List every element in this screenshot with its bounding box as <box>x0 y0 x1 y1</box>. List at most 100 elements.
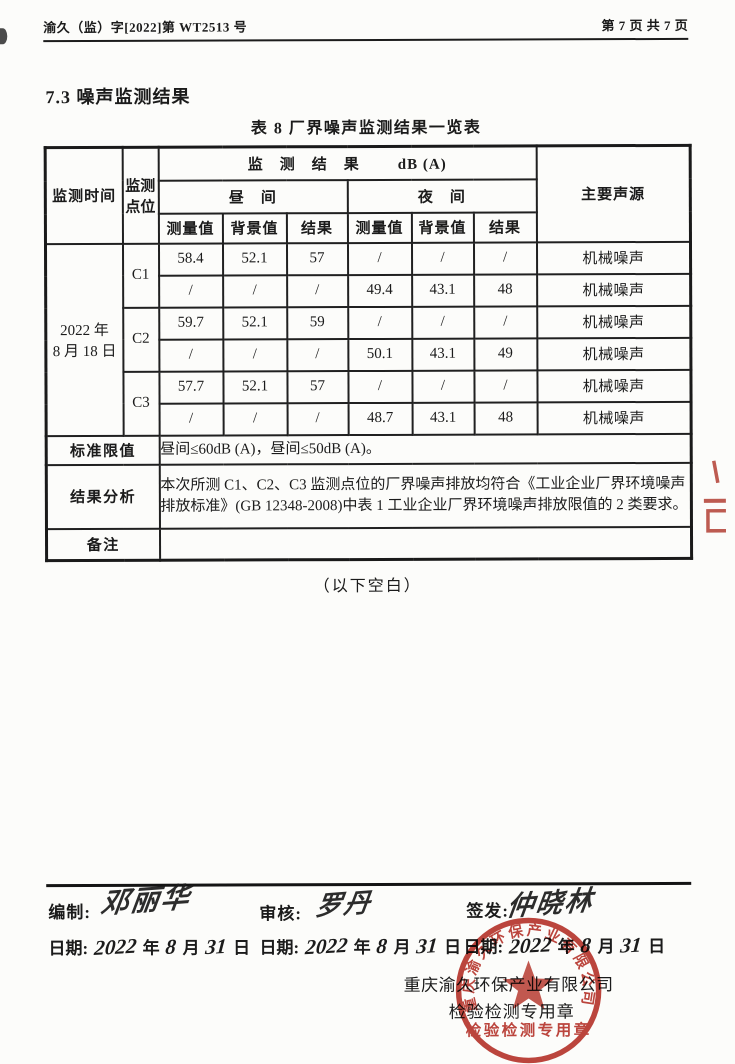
prepared-signature: 邓丽华 <box>98 882 193 921</box>
month-char: 月 <box>393 937 411 957</box>
below-blank-note: （以下空白） <box>313 577 422 596</box>
value-cell: / <box>347 242 412 275</box>
date-day: 31 <box>619 932 643 958</box>
col-header-source: 主要声源 <box>536 145 691 242</box>
limit-text: 昼间≤60dB (A)，昼间≤50dB (A)。 <box>159 433 692 465</box>
page-header: 渝久（监）字[2022]第 WT2513 号 第 7 页 共 7 页 <box>43 14 689 43</box>
col-header-day-result: 结果 <box>286 212 348 243</box>
table-row: C3 57.7 52.1 57 / / / 机械噪声 <box>46 369 692 436</box>
col-header-point-line1: 监测 <box>125 178 156 195</box>
value-cell: 59 <box>286 306 348 339</box>
table-row: 2022 年 8 月 18 日 C1 58.4 52.1 57 / / / 机械… <box>45 241 691 436</box>
value-cell: 48.7 <box>348 402 413 435</box>
value-cell: 57 <box>286 370 349 403</box>
value-cell: / <box>473 369 538 403</box>
noise-results-table: 监测时间 监测 点位 监 测 结 果 dB (A) 主要声源 昼 间 夜 间 测量… <box>43 143 694 563</box>
month-char: 月 <box>182 938 200 958</box>
date-label: 日期: <box>259 938 300 958</box>
value-cell: / <box>347 306 412 339</box>
value-cell: 52.1 <box>222 306 287 340</box>
table-row: C2 59.7 52.1 59 / / / 机械噪声 <box>46 305 691 372</box>
day-char: 日 <box>233 938 251 958</box>
value-cell: / <box>158 275 223 308</box>
reviewed-label: 审核: <box>259 904 303 924</box>
value-cell: 50.1 <box>347 338 412 371</box>
date-month: 8 <box>164 934 178 959</box>
section-title: 7.3 噪声监测结果 <box>45 86 191 108</box>
year-char: 年 <box>142 938 160 958</box>
seal-bottom-text: 检验检测专用章 <box>466 1020 592 1039</box>
limit-label: 标准限值 <box>46 435 160 465</box>
col-header-point: 监测 点位 <box>122 147 159 244</box>
reviewed-signature: 罗丹 <box>314 887 374 922</box>
doc-number: 渝久（监）字[2022]第 WT2513 号 <box>43 19 248 36</box>
date-day: 31 <box>204 933 228 960</box>
col-header-time: 监测时间 <box>45 147 123 244</box>
value-cell: 48 <box>474 401 538 435</box>
result-group-label: 监 测 结 果 <box>247 156 360 174</box>
col-header-night: 夜 间 <box>347 178 537 213</box>
scan-smudge <box>0 28 8 45</box>
value-cell: 48 <box>473 273 537 307</box>
noise-source-cell: 机械噪声 <box>536 273 691 306</box>
date-year: 2022 <box>93 933 138 961</box>
value-cell: 43.1 <box>411 338 474 371</box>
remark-text <box>159 526 692 561</box>
point-c2: C2 <box>122 307 159 372</box>
day-char: 日 <box>648 936 666 957</box>
value-cell: / <box>158 339 223 372</box>
value-cell: 52.1 <box>222 242 287 276</box>
result-unit: dB (A) <box>397 156 447 173</box>
remark-row: 备注 <box>46 526 692 561</box>
monitor-date-line2: 8 月 18 日 <box>52 343 117 360</box>
date-month: 8 <box>375 933 389 959</box>
value-cell: / <box>411 306 474 339</box>
value-cell: / <box>473 241 537 275</box>
value-cell: / <box>222 338 287 372</box>
analysis-text: 本次所测 C1、C2、C3 监测点位的厂界噪声排放均符合《工业企业厂界环境噪声排… <box>159 462 692 529</box>
limit-row: 标准限值 昼间≤60dB (A)，昼间≤50dB (A)。 <box>46 433 692 465</box>
col-header-day-measured: 测量值 <box>158 213 223 244</box>
value-cell: / <box>411 370 475 403</box>
value-cell: 57 <box>286 242 348 275</box>
reviewed-date: 日期: 2022 年 8 月 31 日 <box>259 933 461 960</box>
prepared-label: 编制: <box>48 902 92 923</box>
year-char: 年 <box>353 937 371 958</box>
noise-source-cell: 机械噪声 <box>536 369 692 402</box>
value-cell: / <box>286 338 348 371</box>
date-day: 31 <box>415 933 439 959</box>
value-cell: / <box>347 370 413 403</box>
noise-source-cell: 机械噪声 <box>536 241 691 274</box>
col-header-night-measured: 测量值 <box>347 212 412 243</box>
value-cell: 59.7 <box>158 307 223 340</box>
value-cell: / <box>411 242 474 275</box>
col-header-result-group: 监 测 结 果 dB (A) <box>158 145 537 181</box>
value-cell: 52.1 <box>222 370 288 404</box>
value-cell: 43.1 <box>412 402 475 435</box>
noise-source-cell: 机械噪声 <box>536 305 691 338</box>
value-cell: 58.4 <box>158 243 223 276</box>
remark-label: 备注 <box>46 528 160 561</box>
table-title: 表 8 厂界噪声监测结果一览表 <box>250 119 482 138</box>
col-header-day: 昼 间 <box>158 179 348 214</box>
col-header-night-background: 背景值 <box>411 212 474 243</box>
value-cell: / <box>222 274 287 308</box>
analysis-row: 结果分析 本次所测 C1、C2、C3 监测点位的厂界噪声排放均符合《工业企业厂界… <box>46 462 692 529</box>
date-label: 日期: <box>48 938 89 959</box>
value-cell: / <box>159 403 224 436</box>
seal-star-icon <box>502 960 555 1010</box>
seal-ring <box>455 917 602 1064</box>
noise-source-cell: 机械噪声 <box>536 337 691 370</box>
analysis-label: 结果分析 <box>46 464 160 529</box>
monitor-date-line1: 2022 年 <box>60 322 109 339</box>
noise-source-cell: 机械噪声 <box>537 401 692 434</box>
stamp-bleed-fragment <box>703 460 727 533</box>
value-cell: / <box>223 402 288 436</box>
value-cell: / <box>287 402 349 435</box>
header-row-1: 监测时间 监测 点位 监 测 结 果 dB (A) 主要声源 <box>45 145 691 244</box>
col-header-point-line2: 点位 <box>125 199 156 216</box>
value-cell: 57.7 <box>158 371 224 404</box>
monitor-date-cell: 2022 年 8 月 18 日 <box>45 243 124 436</box>
